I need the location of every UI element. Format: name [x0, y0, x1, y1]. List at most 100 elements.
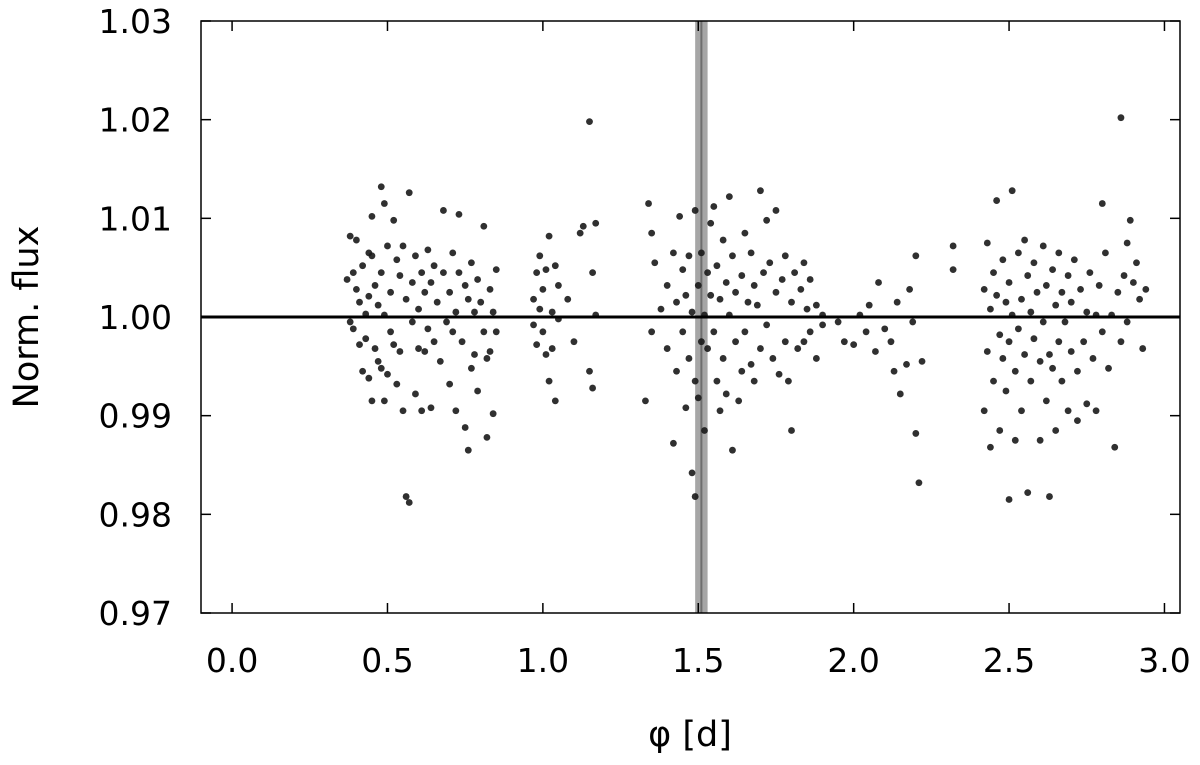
data-point [408, 279, 416, 286]
data-point [1058, 288, 1066, 296]
data-point [530, 321, 537, 329]
data-point [1018, 295, 1025, 303]
data-point [750, 282, 758, 289]
data-point [769, 355, 777, 362]
data-point [1070, 256, 1078, 264]
data-point [539, 285, 547, 293]
data-point [1002, 387, 1010, 395]
data-point [1052, 427, 1060, 434]
data-point [875, 279, 882, 286]
data-point [682, 404, 690, 412]
data-point [492, 328, 500, 336]
data-point [697, 249, 705, 257]
data-point [1036, 358, 1044, 365]
data-point [673, 367, 680, 375]
data-point [707, 219, 715, 227]
data-point [763, 216, 771, 224]
data-point [949, 242, 957, 250]
data-point [701, 427, 708, 434]
data-point [1058, 377, 1066, 385]
data-point [663, 282, 671, 289]
data-point [405, 189, 413, 197]
data-point [480, 222, 488, 230]
data-point [536, 305, 544, 313]
data-point [346, 232, 354, 240]
data-point [368, 397, 376, 405]
data-point [648, 328, 656, 336]
data-point [533, 269, 541, 276]
data-point [694, 282, 702, 289]
data-point [1077, 285, 1084, 293]
data-point [455, 210, 463, 218]
data-point [1117, 114, 1125, 122]
data-point [464, 446, 472, 454]
data-point [890, 367, 898, 375]
data-point [474, 276, 482, 283]
data-point [763, 321, 771, 329]
data-point [915, 479, 923, 487]
data-point [722, 390, 730, 398]
data-point [694, 394, 702, 402]
data-point [794, 345, 802, 352]
data-point [579, 222, 587, 230]
data-point [483, 355, 491, 362]
data-point [1114, 288, 1122, 296]
data-point [474, 387, 482, 395]
data-point [657, 305, 665, 313]
data-point [371, 282, 379, 289]
data-point [983, 348, 991, 355]
data-point [415, 345, 422, 352]
data-point [399, 242, 407, 250]
data-point [735, 397, 743, 405]
data-point [670, 249, 677, 257]
data-point [679, 266, 687, 274]
data-point [1095, 282, 1103, 289]
data-point [1061, 318, 1069, 326]
data-point [533, 341, 541, 349]
data-point [443, 318, 450, 326]
data-point [834, 318, 842, 326]
data-point [430, 338, 438, 346]
data-point [387, 288, 394, 296]
data-point [1123, 318, 1131, 326]
data-point [1024, 272, 1032, 279]
data-point [691, 493, 699, 500]
data-point [1049, 266, 1056, 274]
data-point [1005, 338, 1013, 346]
data-point [1033, 288, 1041, 296]
data-point [396, 272, 404, 279]
data-point [732, 288, 739, 296]
data-point [1064, 272, 1072, 279]
data-point [545, 377, 553, 385]
data-point [772, 207, 780, 214]
x-tick-label: 1.0 [517, 641, 569, 680]
data-point [1055, 249, 1063, 257]
data-point [548, 308, 556, 316]
data-point [542, 351, 550, 358]
data-point [996, 331, 1004, 339]
x-tick-label: 1.5 [672, 641, 724, 680]
data-point [716, 295, 724, 303]
data-point [1142, 285, 1150, 293]
data-point [586, 367, 593, 375]
data-point [346, 318, 354, 326]
data-point [781, 252, 789, 260]
data-point [1120, 272, 1128, 279]
data-point [349, 325, 357, 333]
data-point [673, 298, 680, 306]
data-point [384, 370, 391, 378]
data-point [545, 232, 553, 240]
data-point [775, 370, 783, 378]
data-point [539, 328, 547, 336]
data-point [993, 197, 1001, 204]
data-point [589, 269, 596, 276]
data-point [1102, 249, 1109, 257]
data-point [387, 328, 394, 336]
data-point [918, 358, 926, 365]
data-point [999, 256, 1007, 264]
data-points-layer [343, 114, 1150, 506]
data-point [896, 390, 904, 398]
data-point [424, 246, 432, 254]
data-point [806, 276, 814, 283]
data-point [461, 282, 469, 289]
